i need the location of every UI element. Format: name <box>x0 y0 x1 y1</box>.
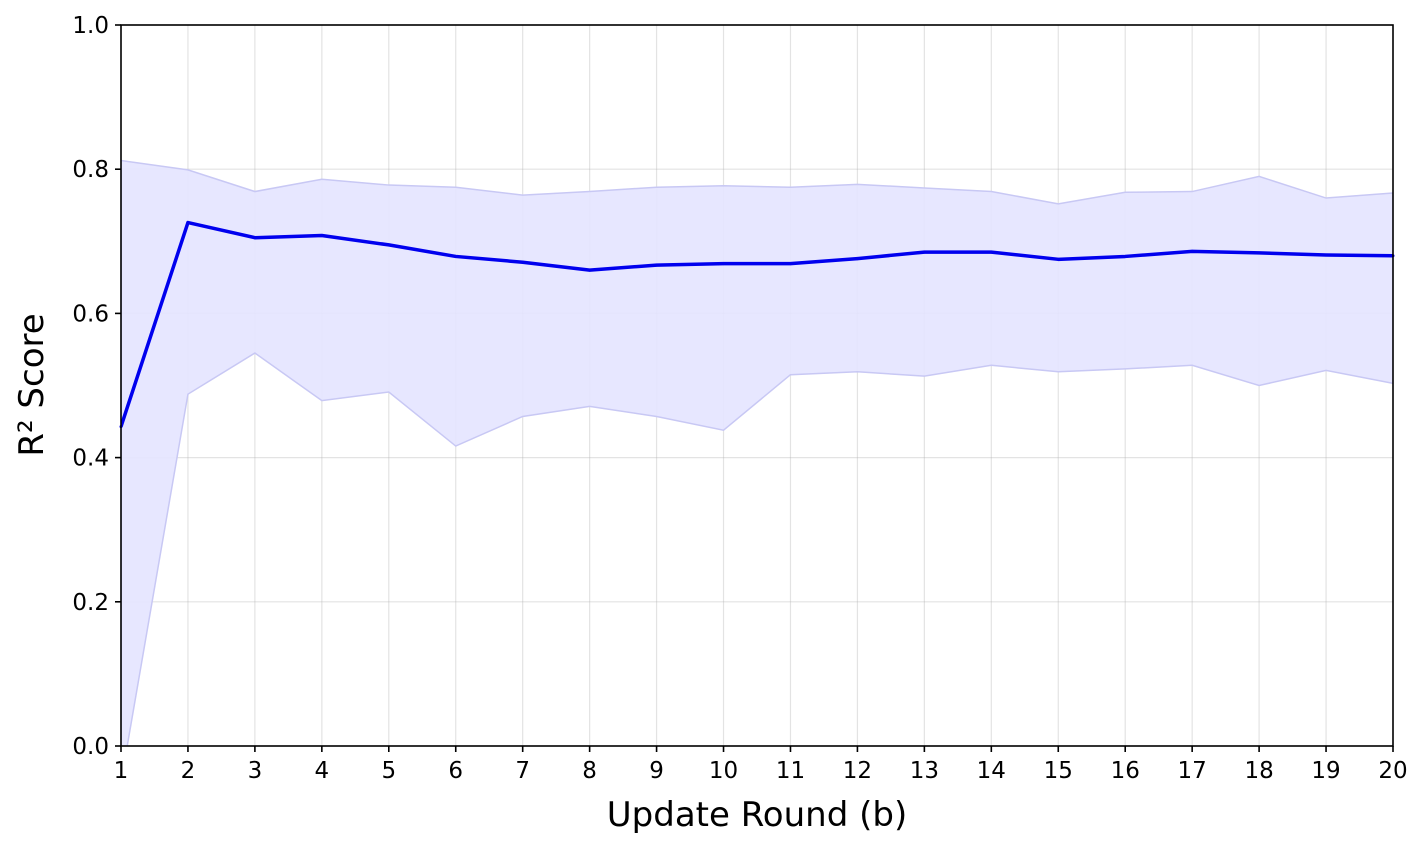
x-tick-label: 20 <box>1378 758 1407 784</box>
series-point <box>1324 253 1328 257</box>
series-point <box>320 234 324 238</box>
series-point <box>588 268 592 272</box>
x-tick-label: 5 <box>381 758 396 784</box>
y-tick-label: 0.4 <box>72 446 109 472</box>
series-point <box>855 257 859 261</box>
series-point <box>186 221 190 225</box>
plot-frame <box>120 24 1394 747</box>
series-point <box>1190 249 1194 253</box>
y-tick-label: 0.6 <box>72 301 109 327</box>
confidence-band <box>121 159 1393 746</box>
y-tick-label: 0.8 <box>72 157 109 183</box>
series-point <box>989 250 993 254</box>
x-tick-label: 13 <box>910 758 939 784</box>
x-tick-label: 1 <box>114 758 129 784</box>
y-tick-label: 1.0 <box>72 13 109 39</box>
x-tick-label: 15 <box>1044 758 1073 784</box>
x-tick-label: 3 <box>248 758 263 784</box>
x-axis-ticks: 1 2 3 4 5 6 7 8 9 10 11 12 13 14 15 16 17 18 19 20 <box>114 746 1408 784</box>
x-axis-title: Update Round (b) <box>607 795 907 835</box>
series-point <box>253 236 257 240</box>
series-point <box>722 262 726 266</box>
x-tick-label: 6 <box>448 758 463 784</box>
series-point <box>1123 254 1127 258</box>
series-point <box>1056 257 1060 261</box>
y-tick-label: 0.0 <box>72 734 109 760</box>
series-point <box>521 260 525 264</box>
series-point <box>655 263 659 267</box>
x-tick-label: 7 <box>515 758 530 784</box>
x-tick-label: 19 <box>1311 758 1340 784</box>
x-tick-label: 11 <box>776 758 805 784</box>
y-axis-ticks: 0.0 0.2 0.4 0.6 0.8 1.0 <box>72 13 121 760</box>
x-tick-label: 4 <box>315 758 330 784</box>
x-tick-label: 17 <box>1178 758 1207 784</box>
series-point <box>387 243 391 247</box>
series-point <box>788 262 792 266</box>
y-tick-label: 0.2 <box>72 590 109 616</box>
x-tick-label: 18 <box>1244 758 1273 784</box>
x-tick-label: 9 <box>649 758 664 784</box>
x-tick-label: 14 <box>977 758 1006 784</box>
series-point <box>454 254 458 258</box>
series-point <box>922 250 926 254</box>
y-axis-title: R² Score <box>12 313 52 456</box>
series-point <box>1257 251 1261 255</box>
x-tick-label: 12 <box>843 758 872 784</box>
x-tick-label: 8 <box>582 758 597 784</box>
x-tick-label: 10 <box>709 758 738 784</box>
x-tick-label: 2 <box>181 758 196 784</box>
confidence-band-layer <box>121 159 1393 746</box>
x-tick-label: 16 <box>1111 758 1140 784</box>
series-line <box>121 220 1393 428</box>
